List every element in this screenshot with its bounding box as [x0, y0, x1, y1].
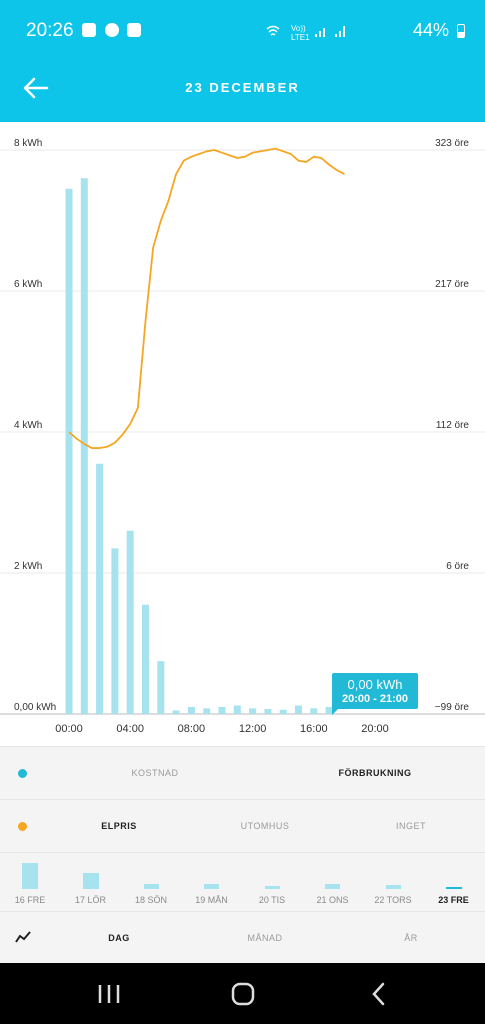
- day-bar: [82, 872, 99, 889]
- consumption-chart[interactable]: 0,00 kWh −99 öre 2 kWh 6 öre 4 kWh 112 öre 6 k…: [0, 122, 485, 746]
- back-icon[interactable]: [364, 981, 394, 1007]
- day-bar: [204, 883, 219, 889]
- bar-10:00: [218, 706, 226, 714]
- signal-icon: [315, 28, 325, 37]
- status-time: 20:26: [26, 20, 74, 41]
- bar-08:00: [187, 706, 195, 714]
- network-label: Vo)) LTE1: [291, 24, 310, 42]
- metric-dot: [18, 769, 27, 778]
- period-manad[interactable]: MÅNAD: [247, 933, 283, 943]
- metric-consumption[interactable]: FÖRBRUKNING: [338, 768, 412, 778]
- message-icon: [82, 23, 96, 37]
- day-bar: [325, 883, 340, 889]
- day-label: 20 TIS: [258, 895, 286, 905]
- bar-14:00: [279, 709, 287, 714]
- day-bar: [143, 883, 159, 889]
- y-left-tick-label: 8 kWh: [14, 138, 42, 149]
- signal-icon-2: [335, 26, 345, 37]
- y-right-tick-label: 323 öre: [435, 138, 469, 149]
- day-bar: [385, 885, 401, 889]
- chart-tooltip: 0,00 kWh 20:00 - 21:00: [332, 673, 418, 715]
- bar-13:00: [264, 709, 272, 714]
- bar-00:00: [65, 188, 73, 714]
- bar-03:00: [111, 548, 119, 714]
- y-right-tick-label: −99 öre: [435, 702, 470, 713]
- overlay-inget[interactable]: INGET: [395, 821, 426, 831]
- day-label: 23 FRE: [438, 895, 469, 905]
- day-22-tors[interactable]: 22 TORS: [364, 853, 422, 911]
- bar-12:00: [249, 708, 257, 714]
- day-label: 19 MÅN: [195, 895, 228, 905]
- tooltip-range: 20:00 - 21:00: [341, 693, 409, 705]
- bar-17:00: [325, 706, 333, 714]
- day-label: 22 TORS: [374, 895, 412, 905]
- recent-apps-icon[interactable]: [94, 981, 124, 1007]
- x-tick-label: 04:00: [116, 723, 144, 735]
- overlay-utomhus[interactable]: UTOMHUS: [240, 821, 290, 831]
- overlay-row: ELPRIS UTOMHUS INGET: [0, 799, 485, 852]
- bar-11:00: [233, 705, 241, 714]
- day-16-fre[interactable]: 16 FRE: [1, 853, 59, 911]
- bar-16:00: [310, 708, 318, 714]
- x-tick-label: 20:00: [361, 723, 389, 735]
- day-label: 17 LÖR: [74, 895, 107, 905]
- bar-01:00: [80, 178, 88, 714]
- day-selector: 16 FRE 17 LÖR 18 SÖN 19 MÅN 20 TIS 21 ONS 22 T…: [0, 852, 485, 911]
- price-line: [68, 147, 345, 449]
- bar-04:00: [126, 530, 134, 714]
- period-dag[interactable]: DAG: [108, 933, 130, 943]
- y-right-tick-label: 217 öre: [435, 279, 469, 290]
- status-bar: 20:26 Vo)) LTE1 44%: [0, 0, 485, 62]
- back-arrow-icon[interactable]: [22, 76, 50, 100]
- x-tick-label: 08:00: [178, 723, 206, 735]
- day-19-mån[interactable]: 19 MÅN: [183, 853, 241, 911]
- bar-02:00: [96, 463, 104, 714]
- metric-row: KOSTNAD FÖRBRUKNING: [0, 746, 485, 799]
- overlay-dot: [18, 822, 27, 831]
- day-label: 21 ONS: [316, 895, 349, 905]
- bar-09:00: [203, 708, 211, 714]
- day-bar: [22, 863, 38, 889]
- day-21-ons[interactable]: 21 ONS: [304, 853, 362, 911]
- overlay-elpris[interactable]: ELPRIS: [101, 821, 137, 831]
- system-nav-bar: [0, 963, 485, 1024]
- battery-icon: [457, 24, 465, 38]
- trend-line-icon: [15, 931, 31, 943]
- bar-07:00: [172, 710, 180, 714]
- battery-percent: 44%: [412, 20, 449, 40]
- y-right-tick-label: 6 öre: [446, 561, 469, 572]
- app-header: 20:26 Vo)) LTE1 44% 23 DECEMBER: [0, 0, 485, 122]
- day-18-sön[interactable]: 18 SÖN: [122, 853, 180, 911]
- day-23-fre[interactable]: 23 FRE: [425, 853, 483, 911]
- day-label: 16 FRE: [14, 895, 46, 905]
- bar-05:00: [142, 604, 149, 714]
- page-title: 23 DECEMBER: [185, 80, 300, 95]
- y-left-tick-label: 4 kWh: [14, 420, 42, 431]
- y-left-tick-label: 2 kWh: [14, 561, 42, 572]
- period-ar[interactable]: ÅR: [404, 933, 418, 943]
- bar-06:00: [157, 661, 165, 714]
- checkbox-icon: [127, 23, 141, 37]
- x-tick-label: 12:00: [239, 723, 267, 735]
- y-left-tick-label: 0,00 kWh: [14, 702, 56, 713]
- day-17-lör[interactable]: 17 LÖR: [62, 853, 120, 911]
- metric-cost[interactable]: KOSTNAD: [131, 768, 179, 778]
- wifi-icon: [266, 25, 280, 36]
- period-row: DAG MÅNAD ÅR: [0, 911, 485, 964]
- x-tick-label: 16:00: [300, 723, 328, 735]
- messenger-icon: [105, 23, 119, 37]
- tooltip-value: 0,00 kWh: [347, 677, 403, 692]
- day-bar: [264, 886, 280, 889]
- y-left-tick-label: 6 kWh: [14, 279, 42, 290]
- y-right-tick-label: 112 öre: [436, 420, 470, 431]
- day-20-tis[interactable]: 20 TIS: [243, 853, 301, 911]
- day-label: 18 SÖN: [134, 895, 167, 905]
- x-tick-label: 00:00: [55, 723, 83, 735]
- active-day-indicator: [445, 887, 462, 889]
- bar-15:00: [295, 705, 302, 714]
- home-icon[interactable]: [228, 981, 258, 1007]
